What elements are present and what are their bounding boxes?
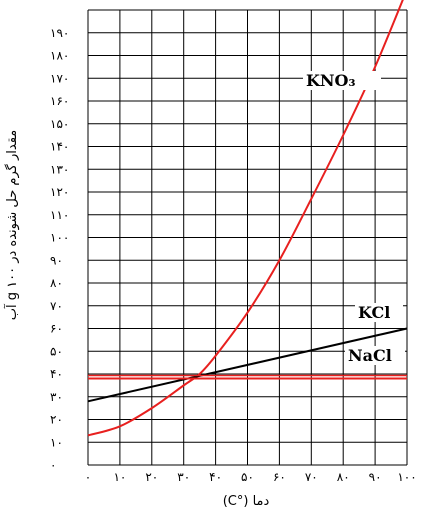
y-tick-label: ۱۹۰ [50,26,69,40]
grid [87,9,408,466]
y-tick-label: ۱۰۰ [50,231,69,245]
x-tick-label: ۱۰۰ [397,470,416,484]
x-tick-label: ۱۰ [113,470,126,484]
y-tick-label: ۱۳۰ [50,162,69,176]
y-tick-label: ۱۷۰ [50,71,69,85]
y-tick-label: ۶۰ [50,322,63,336]
series-label-bg [303,71,381,90]
y-tick-label: ۵۰ [50,344,63,358]
y-tick-label: ۲۰ [50,413,63,427]
series-label-1: KCl [358,303,390,322]
series-line-0 [87,0,404,437]
y-tick-label: ۱۵۰ [50,117,69,131]
y-tick-label: ۱۸۰ [50,49,69,63]
y-tick-label: ۱۶۰ [50,94,69,108]
y-tick-label: ۱۱۰ [50,208,69,222]
series-label-0: KNO₃ [306,71,355,90]
x-axis-title: دما (°C) [223,494,270,509]
y-tick-label: ۹۰ [50,253,63,267]
series-label-bg [345,346,405,365]
x-tick-label: ۰ [85,470,91,484]
x-tick-label: ۳۰ [177,470,190,484]
series-labels: KNO₃ KCl NaCl [303,71,405,365]
y-tick-labels: ۰ ۱۰ ۲۰ ۳۰ ۴۰ ۵۰ ۶۰ ۷۰ ۸۰ ۹۰ ۱۰۰ ۱۱۰ ۱۲۰ ۱۳۰ ۱۴۰ ۱۵۰ ۱۶۰… [50,26,69,472]
y-tick-label: ۱۰ [50,435,63,449]
y-tick-label: ۴۰ [50,367,63,381]
x-tick-label: ۸۰ [337,470,350,484]
y-tick-label: ۱۲۰ [50,185,69,199]
series-line-1 [87,327,408,403]
x-tick-label: ۶۰ [273,470,286,484]
series-label-2: NaCl [348,346,392,365]
x-tick-label: ۹۰ [369,470,382,484]
x-tick-label: ۲۰ [145,470,158,484]
x-tick-label: ۷۰ [305,470,318,484]
y-tick-label: ۰ [50,458,56,472]
x-tick-label: ۴۰ [209,470,222,484]
x-tick-labels: ۰ ۱۰ ۲۰ ۳۰ ۴۰ ۵۰ ۶۰ ۷۰ ۸۰ ۹۰ ۱۰۰ [85,470,417,484]
y-axis-title: مقدار گرم حل شونده در g ۱۰۰ آب [3,130,20,320]
series-label-bg [355,303,403,322]
y-tick-label: ۷۰ [50,299,63,313]
y-tick-label: ۳۰ [50,390,63,404]
y-tick-label: ۸۰ [50,276,63,290]
x-tick-label: ۵۰ [241,470,254,484]
series-lines [87,0,408,437]
y-tick-label: ۱۴۰ [50,140,69,154]
